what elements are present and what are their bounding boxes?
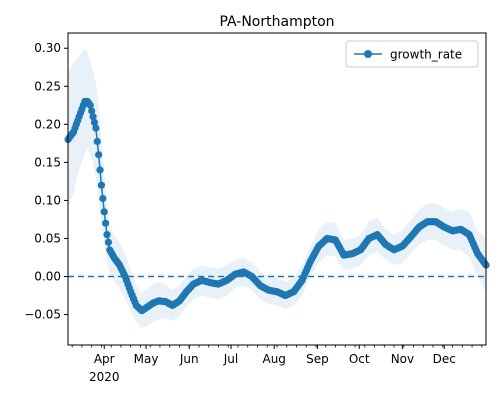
legend-label: growth_rate [390,48,462,62]
series-points-layer [64,97,490,315]
data-point-growth-rate [89,113,97,121]
x-axis: Apr May Jun Jul Aug Sep Oct Nov Dec 2020 [71,345,483,384]
data-point-growth-rate [96,166,104,174]
data-point-growth-rate [95,151,103,159]
data-point-growth-rate [93,137,101,146]
x-tick-label: Jul [223,352,238,366]
y-tick-label: 0.15 [34,155,61,169]
data-point-growth-rate [90,118,99,127]
y-tick-label: 0.05 [34,231,61,245]
y-tick-label: 0.10 [34,193,61,207]
x-tick-label: May [134,352,159,366]
x-tick-label: Nov [391,352,414,366]
data-point-growth-rate [104,238,113,246]
data-point-growth-rate [97,181,106,189]
y-tick-label: −0.05 [24,308,61,322]
legend-marker-swatch [364,50,372,58]
data-point-growth-rate [99,194,107,203]
x-tick-label: Jun [179,352,199,366]
x-tick-label: Sep [306,352,329,366]
y-tick-label: 0.30 [34,41,61,55]
y-tick-label: 0.00 [34,270,61,284]
y-axis: −0.05 0.00 0.05 0.10 0.15 0.20 0.25 0.30 [24,41,68,322]
x-tick-label: Oct [349,352,370,366]
legend: growth_rate [345,40,479,68]
data-point-growth-rate [92,124,100,132]
data-point-growth-rate [103,231,111,239]
x-tick-label: Aug [262,352,285,366]
data-point-growth-rate [88,107,96,115]
legend-box [345,40,479,68]
data-point-growth-rate [102,219,110,227]
chart-title: PA-Northampton [219,14,334,30]
y-tick-label: 0.25 [34,79,61,93]
y-tick-label: 0.20 [34,117,61,131]
data-point-growth-rate [86,101,94,109]
x-tick-label: Apr [94,352,115,366]
x-year-label: 2020 [89,370,120,384]
data-point-growth-rate [100,208,108,216]
x-tick-label: Dec [433,352,456,366]
